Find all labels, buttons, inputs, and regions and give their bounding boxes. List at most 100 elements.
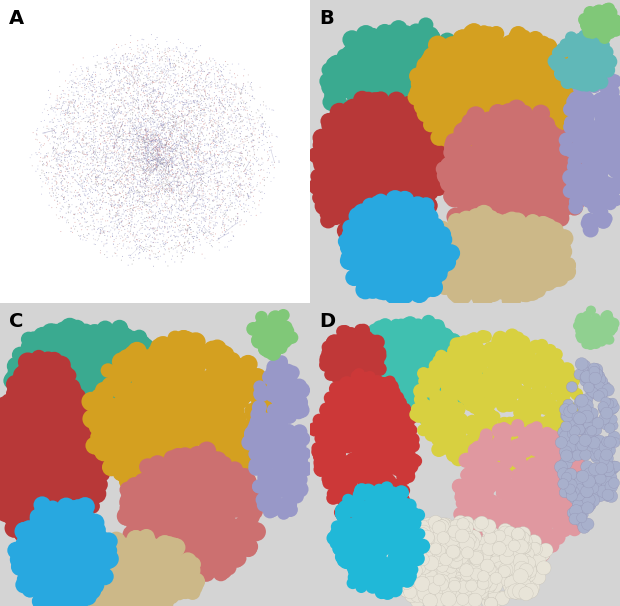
Point	[107, 182, 117, 191]
Point	[109, 190, 119, 199]
Point	[91, 177, 101, 187]
Point	[136, 140, 146, 150]
Point	[104, 199, 113, 209]
Point	[156, 137, 166, 147]
Point	[210, 95, 219, 104]
Point	[93, 224, 103, 233]
Point	[143, 96, 153, 105]
Point	[146, 184, 156, 194]
Point	[174, 112, 184, 121]
Point	[102, 77, 112, 87]
Point	[169, 59, 179, 68]
Point	[148, 136, 157, 145]
Point	[68, 119, 78, 128]
Point	[127, 101, 137, 110]
Point	[166, 191, 175, 201]
Point	[157, 92, 167, 102]
Point	[137, 195, 147, 205]
Point	[143, 111, 153, 121]
Point	[103, 145, 113, 155]
Point	[85, 185, 95, 195]
Point	[95, 205, 105, 215]
Point	[118, 125, 128, 135]
Point	[198, 82, 208, 92]
Point	[226, 188, 236, 198]
Point	[121, 142, 131, 152]
Point	[165, 186, 175, 196]
Point	[81, 75, 91, 84]
Point	[162, 187, 172, 196]
Point	[149, 125, 159, 135]
Point	[211, 81, 221, 90]
Point	[111, 177, 121, 187]
Point	[55, 135, 65, 144]
Point	[128, 159, 138, 169]
Point	[46, 155, 56, 165]
Point	[102, 58, 112, 68]
Point	[190, 98, 200, 108]
Point	[62, 125, 72, 135]
Point	[148, 116, 157, 126]
Point	[223, 221, 233, 231]
Point	[134, 137, 144, 147]
Point	[141, 221, 151, 230]
Point	[176, 125, 186, 135]
Point	[164, 227, 174, 236]
Point	[158, 236, 168, 245]
Point	[105, 205, 115, 215]
Point	[180, 117, 190, 127]
Point	[52, 91, 62, 101]
Point	[188, 102, 198, 112]
Point	[161, 202, 171, 212]
Point	[136, 238, 146, 247]
Point	[141, 171, 151, 181]
Point	[132, 188, 142, 198]
Point	[123, 176, 133, 186]
Point	[104, 212, 114, 222]
Point	[218, 74, 228, 84]
Point	[106, 225, 116, 235]
Point	[211, 62, 221, 72]
Point	[133, 217, 143, 227]
Point	[89, 93, 99, 103]
Point	[60, 149, 69, 159]
Point	[111, 124, 121, 133]
Point	[123, 79, 133, 88]
Point	[234, 161, 244, 171]
Point	[124, 213, 134, 223]
Point	[193, 152, 203, 162]
Point	[226, 217, 236, 227]
Point	[126, 200, 136, 210]
Point	[172, 178, 182, 187]
Point	[122, 167, 132, 177]
Point	[95, 131, 105, 141]
Point	[135, 199, 144, 209]
Point	[141, 168, 151, 178]
Point	[129, 175, 139, 184]
Point	[145, 168, 155, 178]
Point	[53, 161, 63, 171]
Point	[167, 112, 177, 121]
Point	[130, 236, 140, 246]
Point	[154, 195, 164, 204]
Point	[133, 187, 143, 196]
Point	[232, 70, 242, 80]
Point	[58, 85, 68, 95]
Point	[121, 189, 131, 199]
Point	[185, 208, 195, 218]
Point	[168, 153, 178, 162]
Point	[216, 179, 226, 188]
Point	[178, 163, 188, 173]
Point	[71, 72, 81, 81]
Point	[118, 109, 128, 119]
Point	[190, 111, 200, 121]
Point	[141, 242, 151, 251]
Point	[107, 199, 117, 209]
Point	[130, 72, 140, 82]
Point	[134, 135, 144, 145]
Point	[254, 165, 264, 175]
Point	[110, 137, 120, 147]
Point	[239, 199, 249, 209]
Point	[48, 142, 58, 152]
Point	[117, 150, 126, 160]
